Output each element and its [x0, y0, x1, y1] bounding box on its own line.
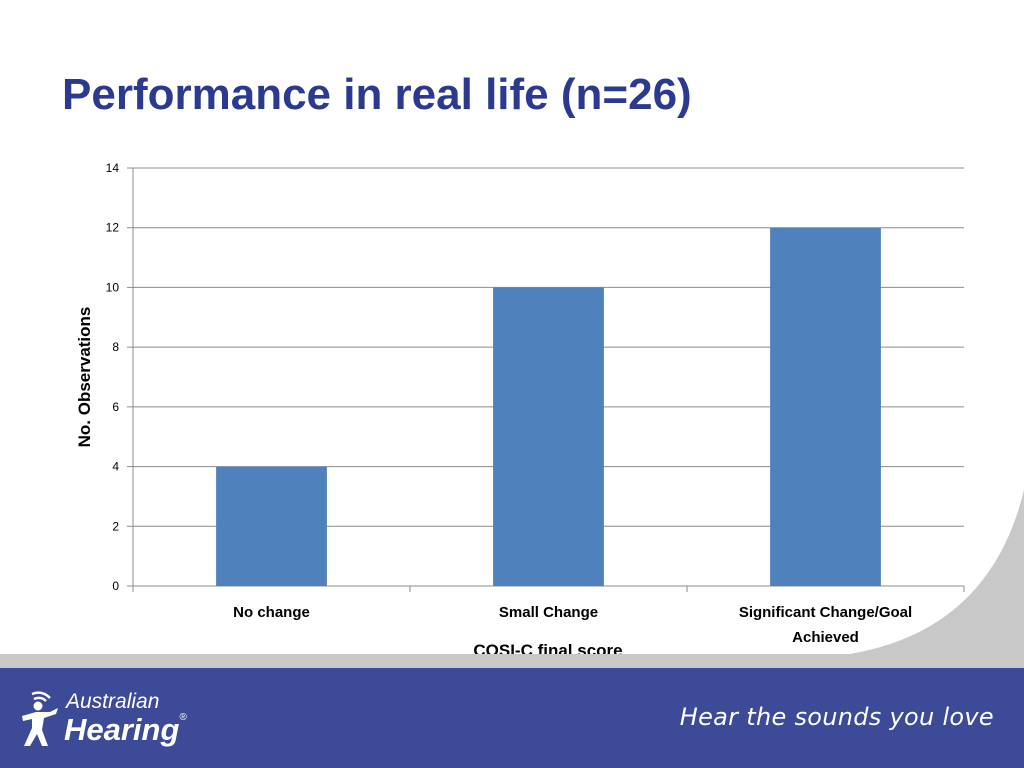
footer-bar — [0, 668, 1024, 768]
y-tick-label: 10 — [106, 280, 120, 294]
registered-mark: ® — [179, 712, 187, 723]
y-tick-label: 8 — [112, 340, 119, 354]
slide-title: Performance in real life (n=26) — [62, 70, 692, 119]
y-axis-label: No. Observations — [75, 307, 94, 448]
y-tick-labels: 0 2 4 6 8 10 12 14 — [106, 161, 120, 593]
bar — [493, 287, 604, 586]
logo-text-hearing: Hearing® — [64, 712, 187, 747]
y-tick-label: 2 — [112, 519, 119, 533]
bar — [216, 466, 327, 586]
x-tick-label: Significant Change/Goal Achieved — [739, 604, 912, 646]
y-tick-label: 4 — [112, 460, 119, 474]
bar — [770, 227, 881, 586]
x-tick-label: No change — [233, 604, 310, 621]
y-tick-label: 12 — [106, 221, 120, 235]
x-tick-label: Small Change — [499, 604, 598, 621]
australian-hearing-logo: Australian Hearing® — [18, 688, 218, 752]
bars — [216, 227, 881, 586]
bar-chart: 0 2 4 6 8 10 12 14 No change Small Change Signifi… — [75, 161, 965, 660]
y-tick-label: 0 — [112, 579, 119, 593]
person-sound-icon — [22, 691, 58, 746]
logo-text-australian: Australian — [66, 690, 160, 713]
x-tick-labels: No change Small Change Significant Change/… — [233, 604, 912, 646]
y-tick-label: 6 — [112, 400, 119, 414]
y-tick-label: 14 — [106, 161, 120, 175]
tagline: Hear the sounds you love — [679, 703, 994, 731]
